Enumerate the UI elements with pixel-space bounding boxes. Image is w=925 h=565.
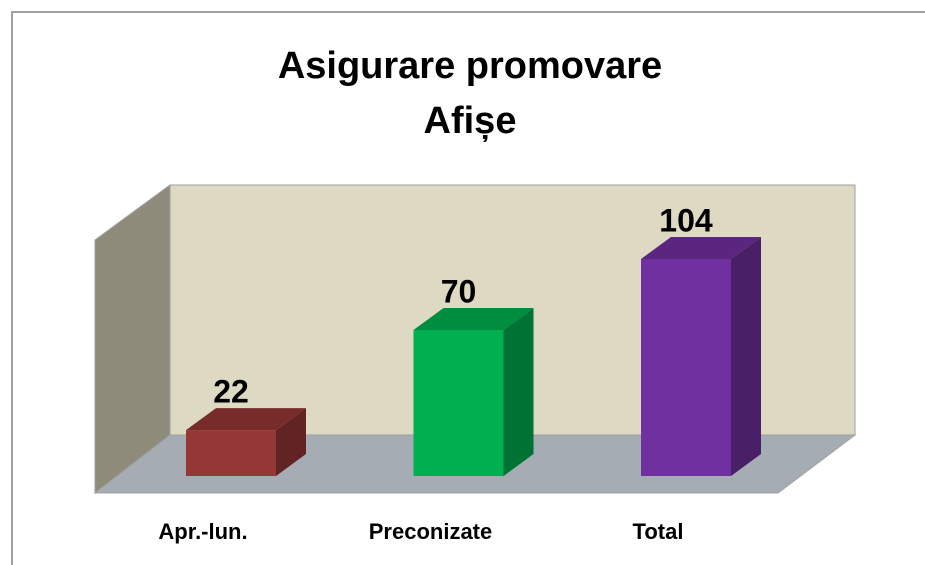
chart-frame bbox=[11, 11, 925, 565]
data-label: 70 bbox=[441, 273, 477, 309]
data-label: 104 bbox=[659, 202, 713, 238]
x-tick-label: Total bbox=[633, 519, 684, 544]
bar-side bbox=[503, 307, 534, 476]
bar-top bbox=[186, 408, 306, 431]
bar bbox=[641, 259, 731, 476]
bar bbox=[413, 329, 504, 476]
chart-title: Afișe bbox=[424, 100, 517, 142]
data-label: 22 bbox=[213, 374, 249, 410]
chart-title: Asigurare promovare bbox=[278, 45, 662, 87]
bar bbox=[186, 430, 276, 476]
x-tick-label: Preconizate bbox=[369, 519, 493, 544]
bar-top bbox=[641, 237, 761, 259]
bar-side bbox=[731, 237, 761, 476]
x-tick-label: Apr.-lun. bbox=[158, 519, 247, 544]
bar-top bbox=[413, 307, 534, 330]
bar-side bbox=[276, 408, 306, 476]
